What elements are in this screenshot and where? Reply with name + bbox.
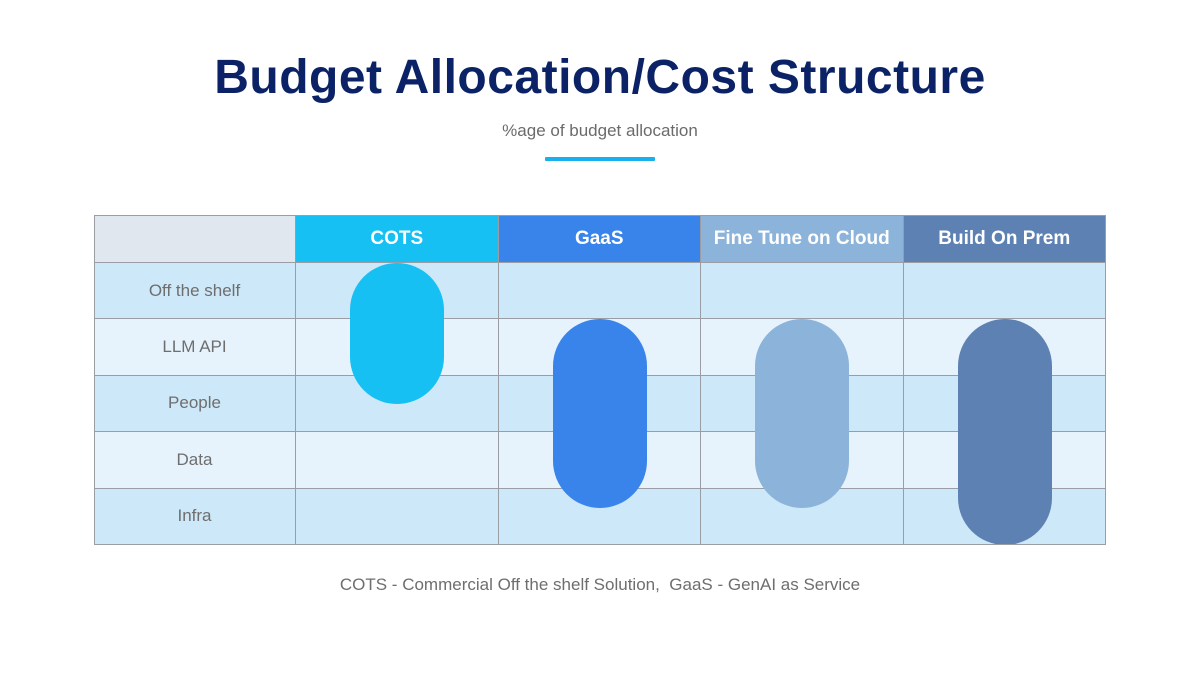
allocation-bar-gaas <box>552 319 647 509</box>
row-label-off-the-shelf: Off the shelf <box>94 263 296 320</box>
table-cell <box>296 488 499 545</box>
table-cell <box>296 432 499 489</box>
table-cell <box>498 263 701 320</box>
page-subtitle: %age of budget allocation <box>502 121 698 140</box>
row-label-people: People <box>94 375 296 433</box>
column-header-fine-tune-on-cloud: Fine Tune on Cloud <box>701 215 904 263</box>
budget-allocation-table: COTS GaaS Fine Tune on Cloud Build On Prem O… <box>94 215 1106 545</box>
footnote: COTS - Commercial Off the shelf Solution… <box>339 575 861 594</box>
table-cell <box>701 263 904 320</box>
column-header-cots: COTS <box>296 215 499 263</box>
table-corner-cell <box>94 215 296 263</box>
table-cell <box>903 263 1106 320</box>
allocation-bar-cots <box>350 263 445 404</box>
page-title: Budget Allocation/Cost Structure <box>214 51 986 104</box>
row-label-infra: Infra <box>94 488 296 545</box>
allocation-bar-fine-tune-on-cloud <box>755 319 850 509</box>
title-underline <box>545 157 655 161</box>
allocation-bar-build-on-prem <box>957 319 1052 545</box>
column-header-gaas: GaaS <box>498 215 701 263</box>
row-label-llm-api: LLM API <box>94 319 296 376</box>
row-label-data: Data <box>94 432 296 489</box>
column-header-build-on-prem: Build On Prem <box>903 215 1106 263</box>
